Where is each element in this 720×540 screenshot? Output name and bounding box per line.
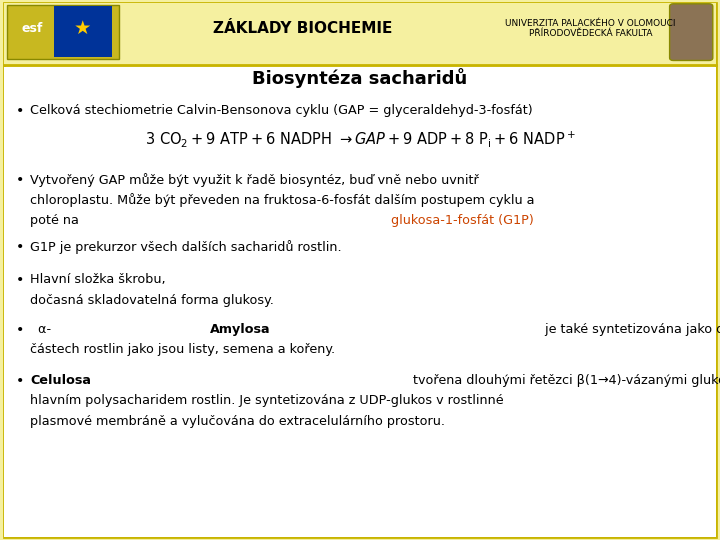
Text: Biosyntéza sacharidů: Biosyntéza sacharidů <box>253 68 467 89</box>
FancyBboxPatch shape <box>670 4 713 60</box>
Bar <box>4 68 716 537</box>
Text: esf: esf <box>22 22 43 35</box>
Text: chloroplastu. Může být převeden na fruktosa-6-fosfát dalším postupem cyklu a: chloroplastu. Může být převeden na frukt… <box>30 193 535 207</box>
Text: hlavním polysacharidem rostlin. Je syntetizována z UDP-glukos v rostlinné: hlavním polysacharidem rostlin. Je synte… <box>30 394 504 407</box>
Text: tvořena dlouhými řetězci β(1→4)-vázanými glukosovými jednotkami je: tvořena dlouhými řetězci β(1→4)-vázanými… <box>409 374 720 387</box>
Text: G1P je prekurzor všech dalších sacharidů rostlin.: G1P je prekurzor všech dalších sacharidů… <box>30 240 342 254</box>
Text: UNIVERZITA PALACKÉHO V OLOMOUCI
PŘÍRODOVĚDECKÁ FAKULTA: UNIVERZITA PALACKÉHO V OLOMOUCI PŘÍRODOV… <box>505 19 675 38</box>
Text: α-: α- <box>30 323 51 336</box>
Text: Vytvořený GAP může být využit k řadě biosyntéz, buď vně nebo uvnitř: Vytvořený GAP může být využit k řadě bio… <box>30 173 479 187</box>
Text: Amylosa: Amylosa <box>210 323 271 336</box>
Text: poté na: poté na <box>30 214 83 227</box>
Text: Hlavní složka škrobu,: Hlavní složka škrobu, <box>30 273 170 286</box>
Text: •: • <box>16 273 24 287</box>
Text: je také syntetizována jako dlouhodobá skladovatelná forma v jiných: je také syntetizována jako dlouhodobá sk… <box>541 323 720 336</box>
Text: glukosa-1-fosfát (G1P): glukosa-1-fosfát (G1P) <box>390 214 534 227</box>
Text: ★: ★ <box>74 19 91 38</box>
Text: •: • <box>16 323 24 337</box>
Text: $3\ \mathrm{CO_2} + 9\ \mathrm{ATP} + 6\ \mathrm{NADPH}\ \rightarrow GAP + 9\ \m: $3\ \mathrm{CO_2} + 9\ \mathrm{ATP} + 6\… <box>145 129 575 150</box>
Text: ZÁKLADY BIOCHEMIE: ZÁKLADY BIOCHEMIE <box>212 21 392 36</box>
Text: •: • <box>16 104 24 118</box>
Text: •: • <box>16 173 24 187</box>
Text: dočasná skladovatelná forma glukosy.: dočasná skladovatelná forma glukosy. <box>30 294 274 307</box>
Text: částech rostlin jako jsou listy, semena a kořeny.: částech rostlin jako jsou listy, semena … <box>30 343 336 356</box>
Text: Celulosa: Celulosa <box>30 374 91 387</box>
Bar <box>54 6 112 57</box>
Bar <box>4 3 716 65</box>
Text: plasmové membráně a vylučována do extracelulárního prostoru.: plasmové membráně a vylučována do extrac… <box>30 415 445 428</box>
Text: Celková stechiometrie Calvin-Bensonova cyklu (GAP = glyceraldehyd-3-fosfát): Celková stechiometrie Calvin-Bensonova c… <box>30 104 533 117</box>
Bar <box>7 5 119 59</box>
Text: •: • <box>16 240 24 254</box>
Text: •: • <box>16 374 24 388</box>
